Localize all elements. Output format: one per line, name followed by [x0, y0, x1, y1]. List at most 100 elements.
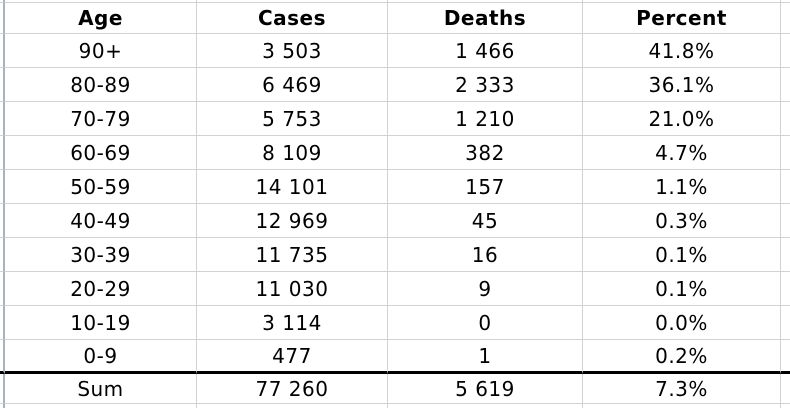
cell-cases: 3 503 [197, 34, 388, 68]
sum-cell-deaths: 5 619 [388, 374, 583, 404]
cell-deaths: 1 210 [388, 102, 583, 136]
sum-cell-cases: 77 260 [197, 374, 388, 404]
cell-percent: 0.3% [583, 204, 781, 238]
cell-cases: 11 735 [197, 238, 388, 272]
right-edge-cell [781, 306, 790, 340]
table-row: 0-9 477 1 0.2% [0, 340, 790, 374]
left-edge-cell [0, 306, 5, 340]
cell-deaths: 2 333 [388, 68, 583, 102]
right-edge-cell [781, 136, 790, 170]
partial-cell [5, 404, 197, 408]
cell-percent: 0.0% [583, 306, 781, 340]
table-row: 10-19 3 114 0 0.0% [0, 306, 790, 340]
cell-age: 60-69 [5, 136, 197, 170]
cell-cases: 14 101 [197, 170, 388, 204]
partial-cell [5, 0, 197, 3]
cell-deaths: 0 [388, 306, 583, 340]
table-row: 70-79 5 753 1 210 21.0% [0, 102, 790, 136]
left-edge-cell [0, 3, 5, 34]
cell-percent: 36.1% [583, 68, 781, 102]
left-edge-cell [0, 404, 5, 408]
cell-deaths: 157 [388, 170, 583, 204]
cell-deaths: 16 [388, 238, 583, 272]
left-edge-cell [0, 170, 5, 204]
left-edge-cell [0, 102, 5, 136]
partial-row-bottom [0, 404, 790, 408]
cell-age: 40-49 [5, 204, 197, 238]
header-cases: Cases [197, 3, 388, 34]
partial-cell [583, 404, 781, 408]
left-edge-cell [0, 136, 5, 170]
right-edge-cell [781, 204, 790, 238]
cell-cases: 6 469 [197, 68, 388, 102]
table-row: 80-89 6 469 2 333 36.1% [0, 68, 790, 102]
cell-deaths: 1 [388, 340, 583, 374]
partial-cell [197, 0, 388, 3]
cell-deaths: 382 [388, 136, 583, 170]
right-edge-cell [781, 404, 790, 408]
table-row: 30-39 11 735 16 0.1% [0, 238, 790, 272]
header-percent: Percent [583, 3, 781, 34]
cell-percent: 0.2% [583, 340, 781, 374]
right-edge-cell [781, 102, 790, 136]
cell-deaths: 9 [388, 272, 583, 306]
sum-cell-percent: 7.3% [583, 374, 781, 404]
table-row: 90+ 3 503 1 466 41.8% [0, 34, 790, 68]
table-row: 50-59 14 101 157 1.1% [0, 170, 790, 204]
left-edge-cell [0, 0, 5, 3]
cell-age: 10-19 [5, 306, 197, 340]
right-edge-cell [781, 374, 790, 404]
cell-percent: 1.1% [583, 170, 781, 204]
cell-percent: 0.1% [583, 272, 781, 306]
partial-cell [388, 404, 583, 408]
cell-cases: 12 969 [197, 204, 388, 238]
cell-age: 0-9 [5, 340, 197, 374]
cell-age: 30-39 [5, 238, 197, 272]
cell-percent: 41.8% [583, 34, 781, 68]
cell-age: 50-59 [5, 170, 197, 204]
left-edge-cell [0, 340, 5, 374]
cell-deaths: 45 [388, 204, 583, 238]
sum-cell-label: Sum [5, 374, 197, 404]
cell-age: 70-79 [5, 102, 197, 136]
table-row: 20-29 11 030 9 0.1% [0, 272, 790, 306]
left-edge-cell [0, 374, 5, 404]
right-edge-cell [781, 272, 790, 306]
cell-age: 80-89 [5, 68, 197, 102]
right-edge-cell [781, 238, 790, 272]
sum-row: Sum 77 260 5 619 7.3% [0, 374, 790, 404]
left-edge-cell [0, 34, 5, 68]
cell-percent: 21.0% [583, 102, 781, 136]
right-edge-cell [781, 68, 790, 102]
right-edge-cell [781, 340, 790, 374]
cell-percent: 4.7% [583, 136, 781, 170]
left-edge-cell [0, 68, 5, 102]
cell-cases: 11 030 [197, 272, 388, 306]
cell-deaths: 1 466 [388, 34, 583, 68]
table-header-row: Age Cases Deaths Percent [0, 3, 790, 34]
header-age: Age [5, 3, 197, 34]
right-edge-cell [781, 170, 790, 204]
right-edge-cell [781, 34, 790, 68]
cell-age: 20-29 [5, 272, 197, 306]
cell-age: 90+ [5, 34, 197, 68]
right-edge-cell [781, 3, 790, 34]
cell-cases: 5 753 [197, 102, 388, 136]
partial-cell [583, 0, 781, 3]
cell-cases: 8 109 [197, 136, 388, 170]
cell-cases: 477 [197, 340, 388, 374]
left-edge-cell [0, 272, 5, 306]
partial-cell [197, 404, 388, 408]
table-row: 40-49 12 969 45 0.3% [0, 204, 790, 238]
cell-cases: 3 114 [197, 306, 388, 340]
left-edge-cell [0, 238, 5, 272]
left-edge-cell [0, 204, 5, 238]
partial-cell [388, 0, 583, 3]
partial-row-top [0, 0, 790, 3]
right-edge-cell [781, 0, 790, 3]
cell-percent: 0.1% [583, 238, 781, 272]
table-row: 60-69 8 109 382 4.7% [0, 136, 790, 170]
header-deaths: Deaths [388, 3, 583, 34]
